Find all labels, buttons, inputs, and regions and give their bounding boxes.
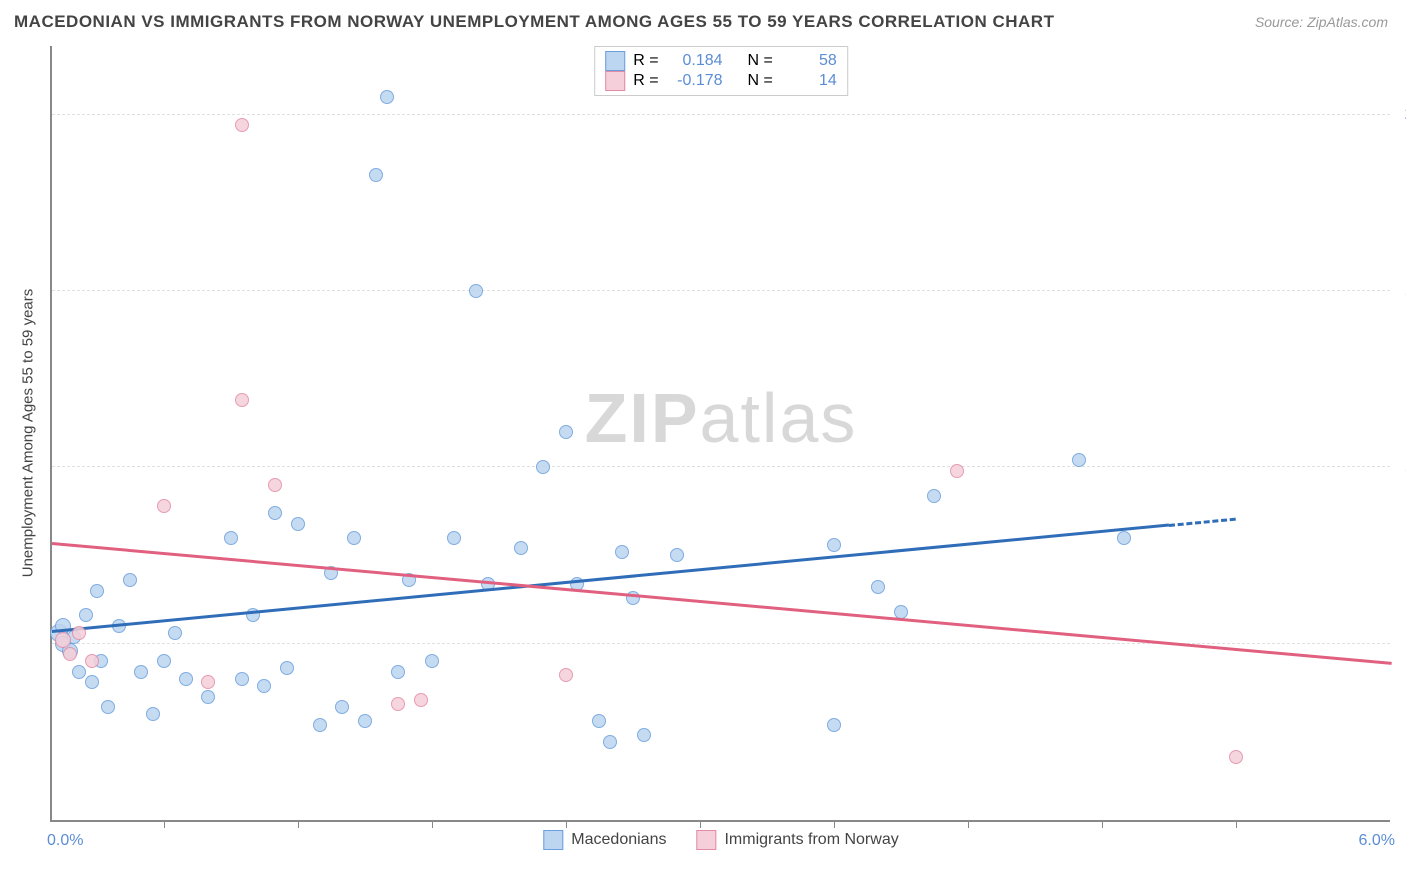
- scatter-point: [123, 573, 137, 587]
- scatter-point: [536, 460, 550, 474]
- scatter-point: [235, 393, 249, 407]
- legend-swatch-blue: [543, 830, 563, 850]
- legend-swatch-pink: [696, 830, 716, 850]
- scatter-point: [615, 545, 629, 559]
- scatter-point: [235, 672, 249, 686]
- x-tick: [1236, 820, 1237, 828]
- correlation-legend: R = 0.184 N = 58 R = -0.178 N = 14: [594, 46, 848, 96]
- scatter-point: [146, 707, 160, 721]
- scatter-point: [201, 690, 215, 704]
- scatter-point: [347, 531, 361, 545]
- x-tick: [968, 820, 969, 828]
- scatter-point: [1072, 453, 1086, 467]
- trend-line: [52, 542, 1392, 665]
- chart-container: MACEDONIAN VS IMMIGRANTS FROM NORWAY UNE…: [0, 0, 1406, 892]
- scatter-point: [1229, 750, 1243, 764]
- scatter-point: [414, 693, 428, 707]
- scatter-point: [927, 489, 941, 503]
- x-tick: [834, 820, 835, 828]
- gridline: [52, 114, 1390, 115]
- scatter-point: [291, 517, 305, 531]
- gridline: [52, 466, 1390, 467]
- x-tick: [566, 820, 567, 828]
- y-tick-label: 15.0%: [1395, 282, 1406, 300]
- scatter-point: [55, 632, 71, 648]
- scatter-point: [157, 654, 171, 668]
- scatter-point: [134, 665, 148, 679]
- scatter-point: [1117, 531, 1131, 545]
- legend-row-series-1: R = 0.184 N = 58: [605, 51, 837, 71]
- gridline: [52, 290, 1390, 291]
- y-axis-label: Unemployment Among Ages 55 to 59 years: [20, 289, 37, 578]
- scatter-point: [280, 661, 294, 675]
- scatter-point: [950, 464, 964, 478]
- legend-item-norway: Immigrants from Norway: [696, 830, 898, 850]
- scatter-point: [235, 118, 249, 132]
- x-tick: [298, 820, 299, 828]
- scatter-point: [670, 548, 684, 562]
- scatter-point: [425, 654, 439, 668]
- scatter-point: [592, 714, 606, 728]
- scatter-point: [179, 672, 193, 686]
- scatter-point: [201, 675, 215, 689]
- y-tick-label: 5.0%: [1395, 635, 1406, 653]
- scatter-point: [391, 665, 405, 679]
- trend-line-dashed: [1169, 517, 1236, 526]
- scatter-point: [871, 580, 885, 594]
- legend-swatch-pink: [605, 71, 625, 91]
- scatter-point: [559, 668, 573, 682]
- x-tick: [164, 820, 165, 828]
- scatter-point: [637, 728, 651, 742]
- scatter-point: [268, 478, 282, 492]
- scatter-point: [380, 90, 394, 104]
- source-citation: Source: ZipAtlas.com: [1255, 14, 1388, 30]
- scatter-point: [313, 718, 327, 732]
- scatter-point: [391, 697, 405, 711]
- scatter-point: [168, 626, 182, 640]
- scatter-point: [559, 425, 573, 439]
- legend-row-series-2: R = -0.178 N = 14: [605, 71, 837, 91]
- plot-area: ZIPatlas Unemployment Among Ages 55 to 5…: [50, 46, 1390, 822]
- scatter-point: [827, 538, 841, 552]
- y-tick-label: 20.0%: [1395, 106, 1406, 124]
- scatter-point: [257, 679, 271, 693]
- scatter-point: [72, 665, 86, 679]
- scatter-point: [369, 168, 383, 182]
- scatter-point: [335, 700, 349, 714]
- chart-title: MACEDONIAN VS IMMIGRANTS FROM NORWAY UNE…: [14, 12, 1054, 32]
- legend-item-macedonians: Macedonians: [543, 830, 666, 850]
- y-tick-label: 10.0%: [1395, 458, 1406, 476]
- scatter-point: [157, 499, 171, 513]
- scatter-point: [358, 714, 372, 728]
- scatter-point: [85, 675, 99, 689]
- scatter-point: [90, 584, 104, 598]
- scatter-point: [79, 608, 93, 622]
- x-tick: [432, 820, 433, 828]
- scatter-point: [469, 284, 483, 298]
- x-axis-origin-label: 0.0%: [47, 832, 83, 850]
- legend-swatch-blue: [605, 51, 625, 71]
- scatter-point: [85, 654, 99, 668]
- x-axis-max-label: 6.0%: [1359, 832, 1395, 850]
- x-tick: [1102, 820, 1103, 828]
- scatter-point: [72, 626, 86, 640]
- scatter-point: [63, 647, 77, 661]
- scatter-point: [268, 506, 282, 520]
- scatter-point: [101, 700, 115, 714]
- scatter-point: [514, 541, 528, 555]
- scatter-point: [827, 718, 841, 732]
- series-legend: Macedonians Immigrants from Norway: [543, 830, 898, 850]
- trend-line: [52, 524, 1169, 633]
- scatter-point: [447, 531, 461, 545]
- x-tick: [700, 820, 701, 828]
- scatter-point: [603, 735, 617, 749]
- watermark: ZIPatlas: [585, 378, 858, 458]
- scatter-point: [224, 531, 238, 545]
